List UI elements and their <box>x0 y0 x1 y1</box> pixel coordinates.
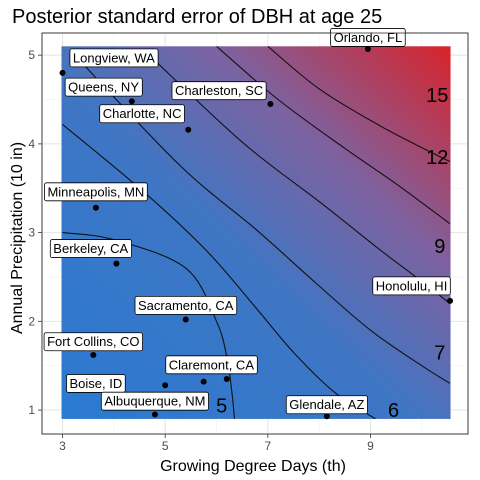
plot-border <box>41 32 469 435</box>
city-label-text: Albuquerque, NM <box>104 394 205 409</box>
contour-label-9: 9 <box>434 236 445 258</box>
city-point <box>364 45 371 52</box>
city-label: Minneapolis, MN <box>44 182 148 202</box>
y-tick-label: 5 <box>28 48 35 62</box>
city-label: Boise, ID <box>66 374 126 393</box>
x-axis: 3 5 7 9 <box>59 434 374 453</box>
city-label-text: Claremont, CA <box>169 357 255 372</box>
x-axis-title: Growing Degree Days (th) <box>160 458 346 475</box>
city-label-text: Berkeley, CA <box>53 241 128 256</box>
city-label-text: Charleston, SC <box>175 83 263 98</box>
city-point <box>267 100 274 107</box>
city-label-text: Minneapolis, MN <box>47 184 144 199</box>
city-point <box>151 411 158 418</box>
city-label-box <box>165 355 258 375</box>
city-label-box <box>64 77 143 97</box>
city-label: Sacramento, CA <box>134 295 238 315</box>
city-point <box>113 260 120 267</box>
city-label-box <box>171 81 267 101</box>
contour-label-6: 6 <box>388 400 399 422</box>
y-tick-label: 1 <box>28 403 35 417</box>
city-label-box <box>285 395 368 415</box>
x-tick-label: 5 <box>162 439 169 453</box>
city-points <box>59 45 454 420</box>
y-tick-label: 2 <box>28 314 35 328</box>
contour-label-5: 5 <box>216 396 227 418</box>
contour-labels: 15 12 9 7 6 5 <box>216 85 448 422</box>
city-label-box <box>44 182 148 202</box>
contour-line-15 <box>267 46 451 163</box>
city-label: Charlotte, NC <box>99 104 185 124</box>
city-label: Albuquerque, NM <box>100 391 209 411</box>
city-point <box>182 316 189 323</box>
city-label-text: Fort Collins, CO <box>47 334 139 349</box>
city-label: Queens, NY <box>64 77 143 97</box>
city-label: Honolulu, HI <box>372 276 451 296</box>
city-label: Charleston, SC <box>171 81 267 101</box>
city-label-box <box>43 332 143 352</box>
city-point <box>162 382 169 389</box>
contour-label-12: 12 <box>426 147 448 169</box>
city-label-text: Boise, ID <box>70 376 123 391</box>
city-label-box <box>134 295 238 315</box>
x-tick-label: 3 <box>59 439 66 453</box>
y-axis-title: Annual Precipitation (10 in) <box>9 142 26 334</box>
city-labels: Orlando, FL Longview, WA Queens, NY Charles… <box>43 28 451 415</box>
city-label-text: Queens, NY <box>68 80 139 95</box>
city-label-box <box>49 239 132 258</box>
city-label-text: Honolulu, HI <box>376 278 448 293</box>
contour-label-15: 15 <box>426 85 448 107</box>
city-point <box>59 69 66 76</box>
chart-title: Posterior standard error of DBH at age 2… <box>12 6 382 28</box>
city-point <box>223 375 230 382</box>
city-label: Claremont, CA <box>165 355 258 375</box>
city-label-text: Longview, WA <box>73 50 155 65</box>
x-tick-label: 7 <box>264 439 271 453</box>
city-point <box>92 204 99 211</box>
y-tick-label: 4 <box>28 137 35 151</box>
city-point <box>200 378 207 385</box>
city-label-text: Orlando, FL <box>334 30 403 45</box>
contour-line-12 <box>216 46 451 225</box>
city-label-text: Glendale, AZ <box>289 397 364 412</box>
city-point <box>90 352 97 359</box>
city-label-text: Sacramento, CA <box>138 298 234 313</box>
y-axis: 1 2 3 4 5 <box>28 48 42 417</box>
contour-label-7: 7 <box>434 342 445 364</box>
city-label-box <box>100 391 209 411</box>
city-label: Fort Collins, CO <box>43 332 143 352</box>
city-point <box>185 126 192 133</box>
city-label: Glendale, AZ <box>285 395 368 415</box>
city-label: Longview, WA <box>69 48 159 68</box>
city-label-box <box>69 48 159 68</box>
city-point <box>323 413 330 420</box>
city-label-box <box>66 374 126 393</box>
city-label: Berkeley, CA <box>49 239 132 258</box>
city-point <box>447 297 454 304</box>
contour-line-7 <box>82 63 451 384</box>
city-label-box <box>99 104 185 124</box>
x-tick-label: 9 <box>367 439 374 453</box>
city-label-box <box>372 276 451 296</box>
y-tick-label: 3 <box>28 226 35 240</box>
city-label: Orlando, FL <box>330 28 406 47</box>
city-label-text: Charlotte, NC <box>103 106 182 121</box>
city-point <box>128 98 135 105</box>
